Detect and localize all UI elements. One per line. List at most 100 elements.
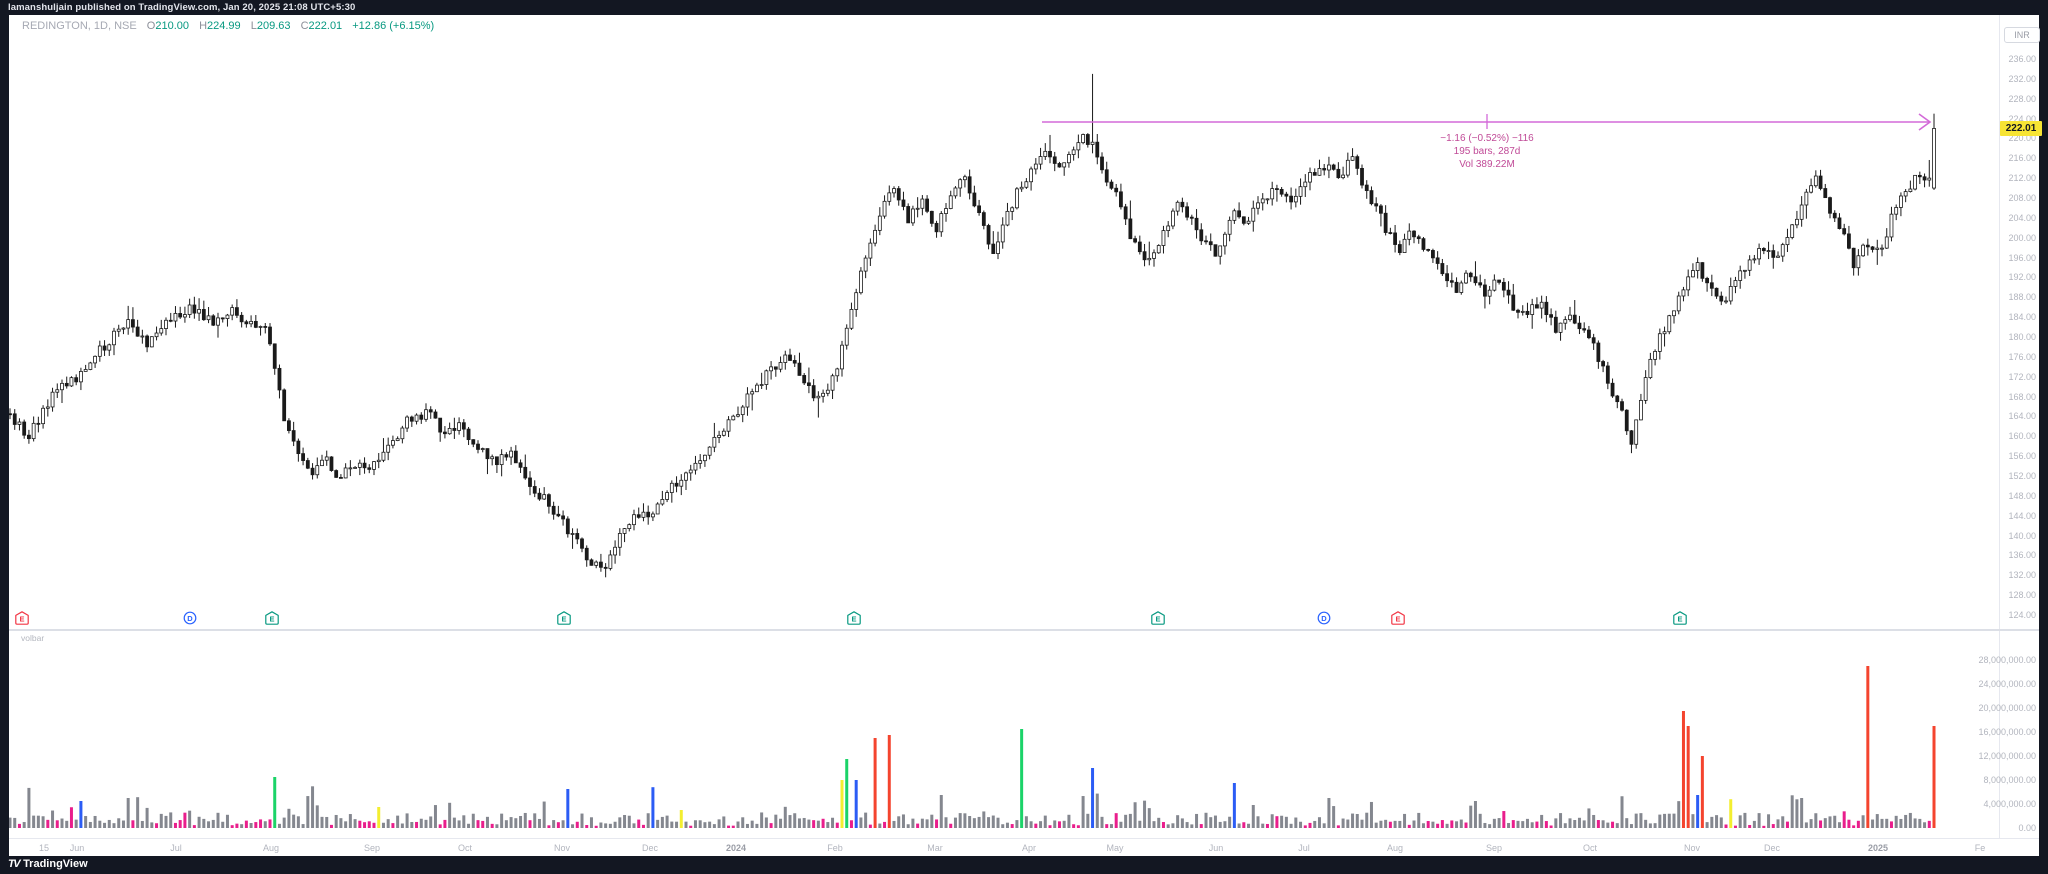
volume-bar[interactable] bbox=[381, 822, 385, 828]
volume-bar[interactable] bbox=[438, 824, 442, 828]
volume-bar[interactable] bbox=[1738, 815, 1742, 828]
candle-body[interactable] bbox=[282, 389, 287, 422]
volume-bar[interactable] bbox=[935, 819, 939, 828]
volume-bar[interactable] bbox=[585, 825, 589, 828]
volume-bar[interactable] bbox=[27, 787, 31, 828]
candle-body[interactable] bbox=[972, 192, 977, 207]
candle-body[interactable] bbox=[249, 320, 253, 325]
symbol-legend[interactable]: REDINGTON, 1D, NSE O210.00 H224.99 L209.… bbox=[22, 20, 434, 32]
candle-body[interactable] bbox=[1057, 163, 1062, 168]
candle-body[interactable] bbox=[471, 439, 476, 445]
volume-bar[interactable] bbox=[1677, 801, 1681, 828]
candle-body[interactable] bbox=[1218, 245, 1223, 257]
candle-body[interactable] bbox=[1908, 188, 1913, 192]
tradingview-logo[interactable]: TV TradingView bbox=[8, 858, 88, 870]
candle-body[interactable] bbox=[892, 188, 896, 194]
volume-bar[interactable] bbox=[1927, 820, 1931, 828]
volume-bar[interactable] bbox=[259, 819, 263, 828]
volume-bar[interactable] bbox=[46, 819, 50, 828]
candle-body[interactable] bbox=[1133, 238, 1137, 243]
volume-bar[interactable] bbox=[1596, 820, 1600, 828]
candle-body[interactable] bbox=[197, 309, 201, 314]
volume-bar[interactable] bbox=[306, 796, 310, 828]
candle-body[interactable] bbox=[41, 407, 45, 425]
volume-bar[interactable] bbox=[263, 821, 267, 828]
volume-bar[interactable] bbox=[65, 820, 69, 828]
volume-bar[interactable] bbox=[1062, 820, 1066, 828]
volume-bar[interactable] bbox=[296, 816, 300, 828]
volume-bar[interactable] bbox=[1663, 813, 1667, 828]
volume-bar[interactable] bbox=[1128, 813, 1132, 828]
volume-bar[interactable] bbox=[277, 823, 281, 828]
volume-bar[interactable] bbox=[1530, 822, 1534, 828]
candle-body[interactable] bbox=[698, 460, 703, 464]
volume-bar[interactable] bbox=[1715, 815, 1719, 828]
candle-body[interactable] bbox=[1246, 220, 1251, 224]
candle-body[interactable] bbox=[424, 409, 428, 420]
volume-bar[interactable] bbox=[1048, 825, 1052, 828]
volume-bar[interactable] bbox=[1856, 820, 1860, 828]
candle-body[interactable] bbox=[1152, 252, 1156, 259]
candle-body[interactable] bbox=[1568, 314, 1572, 321]
volume-bar[interactable] bbox=[36, 815, 40, 828]
candle-body[interactable] bbox=[178, 313, 183, 318]
candle-body[interactable] bbox=[1899, 195, 1903, 208]
candle-body[interactable] bbox=[707, 446, 712, 456]
candle-body[interactable] bbox=[310, 467, 315, 476]
candle-body[interactable] bbox=[1549, 314, 1553, 318]
symbol-description[interactable]: REDINGTON, 1D, NSE bbox=[22, 20, 137, 32]
volume-bar[interactable] bbox=[55, 820, 59, 828]
volume-bar[interactable] bbox=[1431, 821, 1435, 828]
volume-bar[interactable] bbox=[1100, 816, 1104, 828]
candle-body[interactable] bbox=[452, 427, 457, 431]
candle-body[interactable] bbox=[1492, 279, 1497, 291]
candle-body[interactable] bbox=[745, 393, 750, 408]
candle-body[interactable] bbox=[1530, 304, 1535, 315]
volume-bar[interactable] bbox=[173, 822, 177, 828]
candle-body[interactable] bbox=[882, 200, 887, 217]
candle-body[interactable] bbox=[1766, 250, 1771, 253]
candle-body[interactable] bbox=[1771, 250, 1776, 258]
volume-bar[interactable] bbox=[1072, 824, 1076, 828]
volume-bar[interactable] bbox=[788, 815, 792, 828]
candle-body[interactable] bbox=[1156, 245, 1161, 254]
volume-bar[interactable] bbox=[1923, 822, 1927, 828]
candle-body[interactable] bbox=[1681, 289, 1686, 297]
candle-body[interactable] bbox=[1861, 244, 1865, 257]
candle-body[interactable] bbox=[1038, 156, 1043, 165]
candle-body[interactable] bbox=[901, 199, 906, 207]
candle-body[interactable] bbox=[934, 222, 939, 233]
volume-bar[interactable] bbox=[192, 825, 196, 828]
candle-body[interactable] bbox=[74, 377, 79, 383]
volume-bar[interactable] bbox=[599, 822, 603, 829]
volume-bar[interactable] bbox=[845, 759, 849, 828]
volume-bar[interactable] bbox=[523, 812, 527, 828]
volume-bar[interactable] bbox=[1365, 812, 1369, 828]
volume-bar[interactable] bbox=[840, 780, 844, 828]
volume-bar[interactable] bbox=[1426, 821, 1430, 828]
candle-body[interactable] bbox=[102, 345, 107, 351]
volume-bar[interactable] bbox=[140, 820, 144, 828]
volume-bar[interactable] bbox=[1752, 820, 1756, 828]
volume-bar[interactable] bbox=[1265, 823, 1269, 828]
candle-body[interactable] bbox=[1071, 149, 1076, 155]
volume-bar[interactable] bbox=[693, 820, 697, 828]
candle-body[interactable] bbox=[755, 384, 759, 393]
candle-body[interactable] bbox=[1927, 177, 1932, 181]
candle-body[interactable] bbox=[1629, 430, 1634, 445]
volume-bar[interactable] bbox=[363, 822, 367, 828]
volume-bar[interactable] bbox=[13, 817, 17, 828]
candle-body[interactable] bbox=[1284, 193, 1289, 197]
volume-bar[interactable] bbox=[159, 813, 163, 828]
candle-body[interactable] bbox=[1738, 270, 1743, 281]
candle-body[interactable] bbox=[1563, 319, 1568, 324]
volume-bar[interactable] bbox=[779, 818, 783, 828]
candle-body[interactable] bbox=[1289, 195, 1293, 203]
candle-body[interactable] bbox=[159, 328, 164, 334]
candle-body[interactable] bbox=[617, 533, 622, 548]
candle-body[interactable] bbox=[641, 511, 646, 518]
volume-bar[interactable] bbox=[1086, 813, 1090, 828]
candle-body[interactable] bbox=[1355, 156, 1360, 169]
volume-bar[interactable] bbox=[1875, 814, 1879, 828]
volume-bar[interactable] bbox=[533, 813, 537, 828]
